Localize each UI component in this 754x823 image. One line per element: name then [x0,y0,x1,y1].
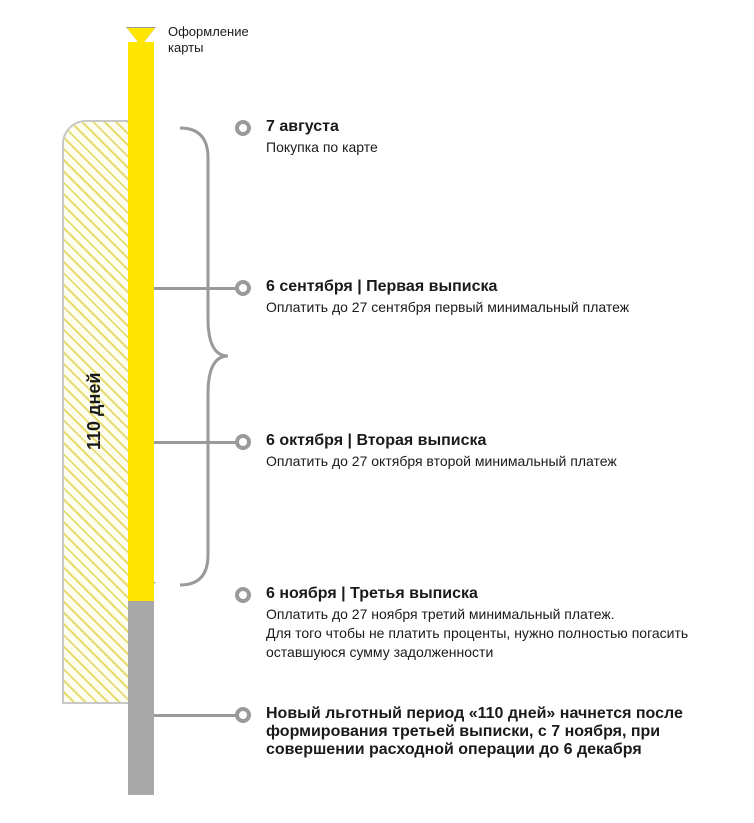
event-circle-icon [235,587,251,603]
event-5: Новый льготный период «110 дней» начнетс… [266,705,716,761]
event-3: 6 октября | Вторая выписка Оплатить до 2… [266,432,617,471]
period-label: 110 дней [84,373,105,450]
event-desc: Покупка по карте [266,138,378,157]
event-circle-icon [235,434,251,450]
event-4: 6 ноября | Третья выписка Оплатить до 27… [266,585,726,662]
connector-line [154,441,238,444]
connector-line [154,287,238,290]
timeline-bar-grey [128,601,154,795]
triangle-down-icon [127,583,155,601]
event-circle-icon [235,707,251,723]
bracket-line [180,118,240,608]
event-desc: Оплатить до 27 ноября третий минимальный… [266,605,726,662]
event-title: 7 августа [266,118,378,136]
event-1: 7 августа Покупка по карте [266,118,378,157]
top-event-label: Оформлениекарты [168,24,249,55]
event-circle-icon [235,280,251,296]
event-title: 6 ноября | Третья выписка [266,585,726,603]
connector-line [154,714,238,717]
event-desc: Оплатить до 27 сентября первый минимальн… [266,298,629,317]
event-2: 6 сентября | Первая выписка Оплатить до … [266,278,629,317]
event-title: 6 октября | Вторая выписка [266,432,617,450]
event-title: 6 сентября | Первая выписка [266,278,629,296]
triangle-right-icon [130,116,146,140]
event-desc: Оплатить до 27 октября второй минимальны… [266,452,617,471]
event-title: Новый льготный период «110 дней» начнетс… [266,705,716,759]
triangle-down-icon [127,28,155,46]
event-circle-icon [235,120,251,136]
top-event-text: Оформлениекарты [168,24,249,55]
